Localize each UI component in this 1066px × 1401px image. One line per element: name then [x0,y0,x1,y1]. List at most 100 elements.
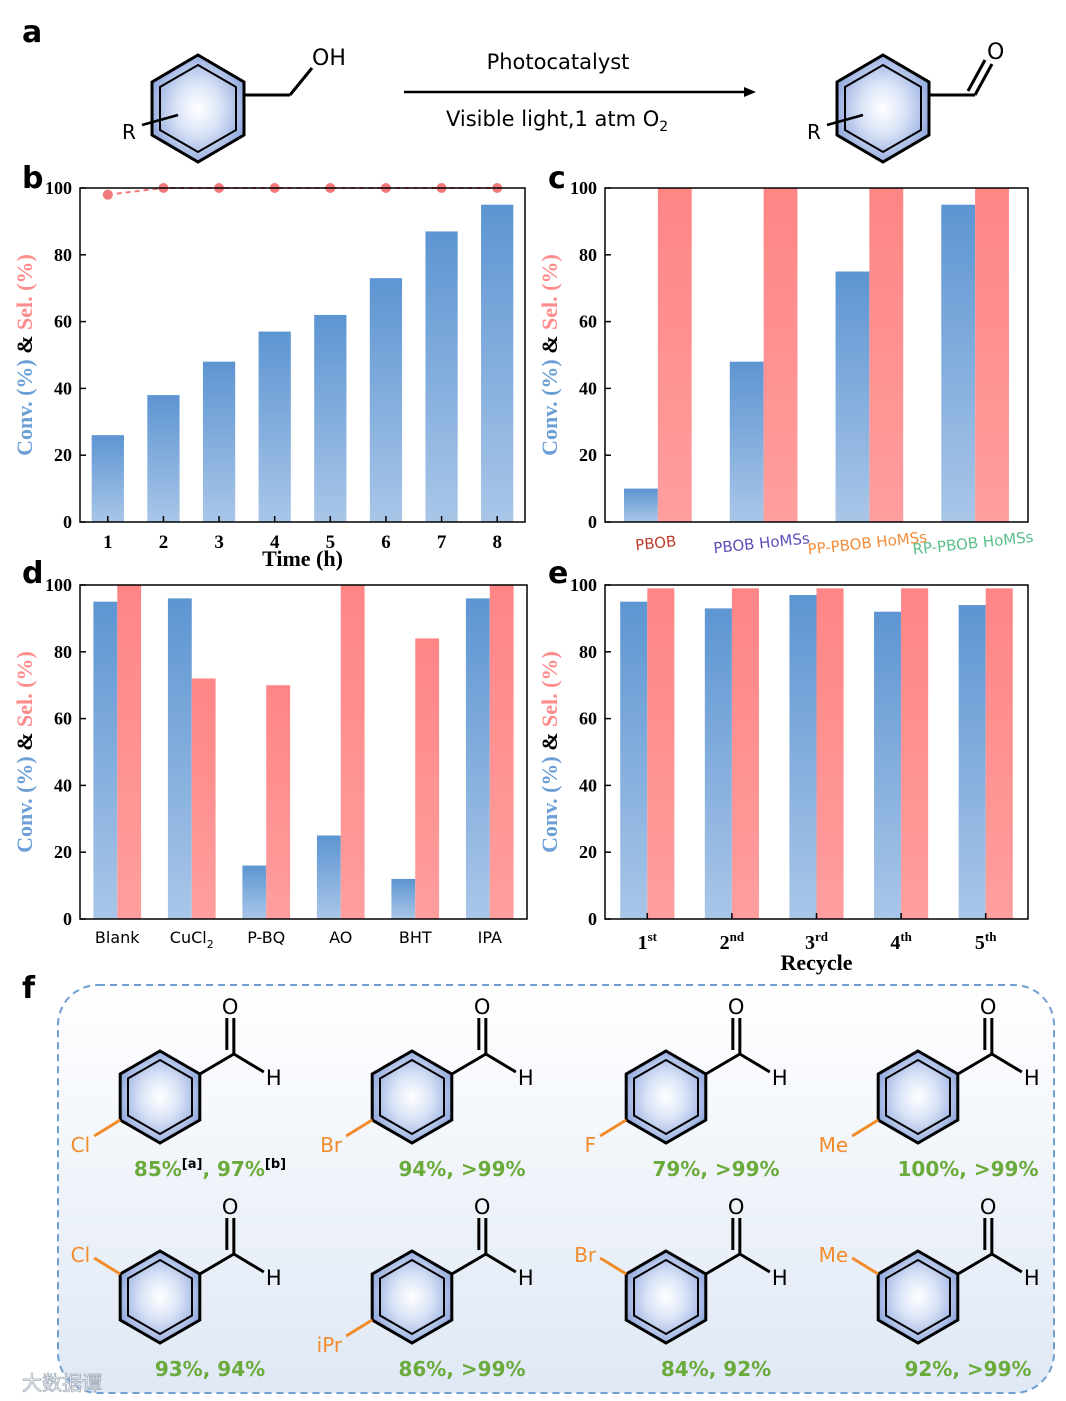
x-tick-label-b: 2 [159,532,169,553]
y-tick-label-d: 0 [63,909,72,929]
yield-label: 93%, 94% [155,1357,265,1381]
substrate-item: O H Br 94%, >99% [320,995,533,1181]
x-tick-label-b: 7 [437,532,447,553]
benzene-ring [876,1049,960,1145]
y-tick-label-c: 20 [579,445,597,465]
y-tick-label-b: 60 [54,312,72,332]
bar-conv-c-1 [624,488,658,522]
aldehyde-h-label: H [1024,1266,1040,1290]
bar-sel-e-3 [816,588,844,919]
product-r-label: R [807,120,821,144]
y-tick-label-e: 60 [579,709,597,729]
x-axis-label-e: Recycle [780,950,852,975]
chart-d: Conv. (%) & Sel. (%) 0 20 40 60 80 100 Blank CuC… [12,575,528,951]
bar-conv-e-3 [789,595,817,919]
benzene-inner-ring [127,1258,193,1336]
aldehyde-o-label: O [728,1195,745,1219]
y-axis-label-e: Conv. (%) & Sel. (%) [537,651,562,853]
y-label-amp: & [537,330,562,359]
reaction-arrowhead [744,87,756,97]
benzene-inner-ring [633,1058,699,1136]
yield-label: 100%, >99% [898,1157,1039,1181]
substrate-item: O H Cl 93%, 94% [71,1195,282,1381]
substrate-grid: O H Cl 85%[a], 97%[b] O H Br 94%, >99% O H F 79%, >… [71,995,1040,1381]
x-category-label-d: CuCl2 [170,928,214,951]
y-label-sel: Sel. (%) [537,254,562,330]
bar-conv-d-6 [465,598,490,919]
x-category-label-d: P-BQ [247,928,285,947]
substituent-bond [599,1256,627,1276]
bar-conv-c-4 [941,204,976,522]
bar-sel-e-5 [985,588,1013,919]
benzene-inner-ring [127,1058,193,1136]
reactant-r-label: R [122,120,136,144]
benzene-inner-ring [633,1258,699,1336]
bar-sel-d-6 [489,585,514,919]
bar-sel-d-1 [117,585,142,919]
reactant-oh-bond [288,67,314,96]
y-label-sel: Sel. (%) [12,651,37,727]
bar-conv-d-4 [316,835,341,919]
panel-letter-e: e [548,556,568,591]
aldehyde-h-label: H [772,1066,788,1090]
x-tick-label-e: 3rd [805,929,829,954]
y-tick-label-d: 20 [54,842,72,862]
bar-conv-d-2 [167,598,192,919]
y-label-sel: Sel. (%) [537,651,562,727]
yield-label: 94%, >99% [398,1157,525,1181]
aldehyde-h-label: H [518,1066,534,1090]
benzene-ring [370,1249,454,1345]
chart-e: Conv. (%) & Sel. (%) 0 20 40 60 80 100 1st 2nd 3r… [537,575,1029,975]
bar-conv-d-5 [391,878,416,919]
aldehyde-h-label: H [518,1266,534,1290]
aldehyde-bond [451,1052,487,1076]
y-label-conv: Conv. (%) [537,756,562,853]
y-label-amp: & [537,727,562,756]
panel-letter-d: d [22,556,43,591]
y-tick-label-d: 80 [54,642,72,662]
aldehyde-bond [957,1252,993,1276]
x-category-label-d: Blank [95,928,140,947]
aldehyde-bond [451,1252,487,1276]
substrate-item: O H F 79%, >99% [585,995,788,1181]
bar-conv-e-1 [620,601,648,919]
y-tick-label-c: 80 [579,245,597,265]
bar-conv-e-4 [874,611,902,919]
substituent-label: Br [320,1133,343,1157]
y-axis-label-b: Conv. (%) & Sel. (%) [12,254,37,456]
yield-label: 85%[a], 97%[b] [134,1157,286,1181]
benzene-ring [624,1049,708,1145]
panel-letter-a: a [22,15,42,50]
substituent-bond [93,1256,121,1276]
y-tick-label-c: 100 [570,178,597,198]
y-tick-label-b: 100 [45,178,72,198]
bar-conv-b-3 [202,361,236,522]
benzene-inner-ring [379,1258,445,1336]
y-tick-label-c: 40 [579,378,597,398]
y-tick-label-c: 0 [588,512,597,532]
bar-conv-e-2 [704,608,732,919]
plot-frame-d [79,584,528,920]
watermark: 大数据谭 [22,1371,102,1395]
aldehyde-h-bond [739,1052,771,1074]
aldehyde-h-bond [233,1252,265,1274]
y-tick-label-b: 40 [54,378,72,398]
substituent-label: Cl [71,1133,91,1157]
bar-conv-b-1 [91,435,124,522]
y-label-conv: Conv. (%) [537,359,562,456]
benzene-ring [118,1249,202,1345]
bar-conv-d-3 [242,865,267,919]
product-inner-ring [844,63,922,154]
substituent-label: Br [574,1243,597,1267]
condition-photocatalyst: Photocatalyst [487,50,630,74]
y-tick-label-e: 80 [579,642,597,662]
bar-sel-c-3 [869,188,904,522]
y-tick-label-e: 100 [570,575,597,595]
bar-conv-b-4 [258,331,291,522]
bar-conv-b-6 [369,278,403,522]
yield-label: 79%, >99% [652,1157,779,1181]
benzene-ring [118,1049,202,1145]
bar-conv-b-8 [481,204,514,522]
bar-conv-b-7 [425,231,458,523]
